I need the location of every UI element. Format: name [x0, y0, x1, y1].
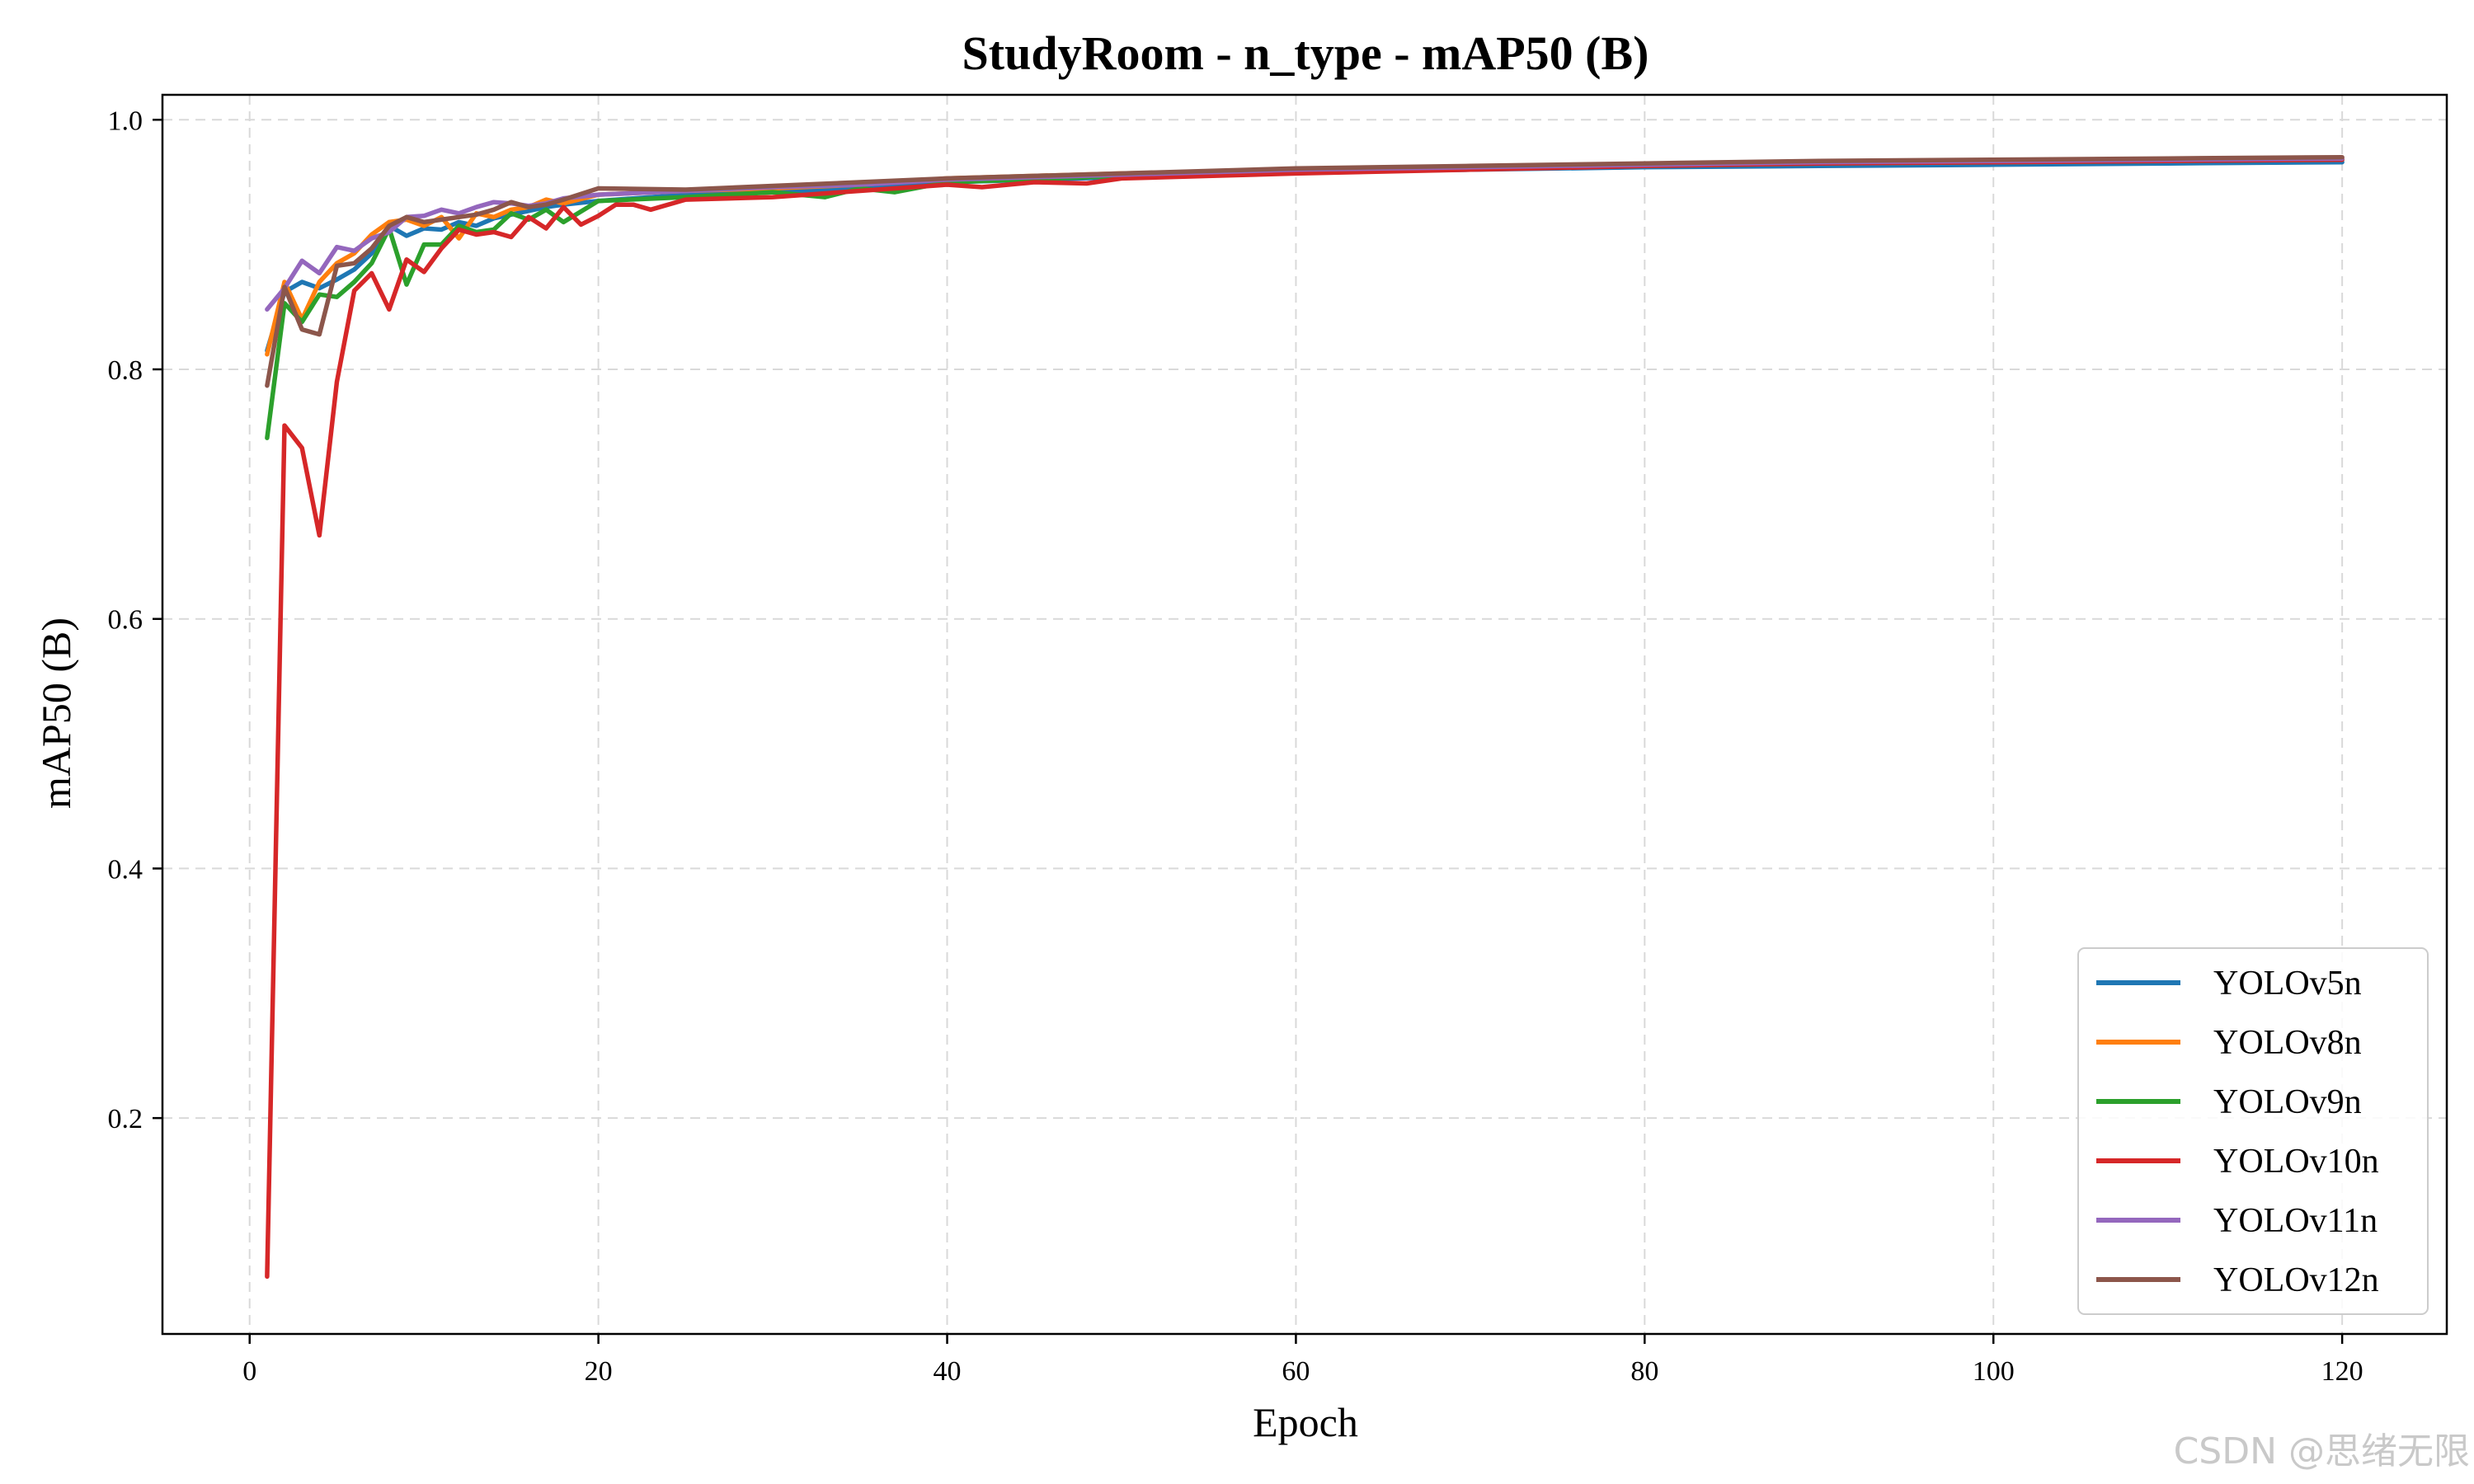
series-line-yolov11n	[265, 156, 2345, 312]
legend: YOLOv5n YOLOv8n YOLOv9n YOLOv10n YOLOv11n YOL…	[2077, 947, 2429, 1315]
y-tick-label: 0.4	[108, 854, 143, 885]
series-lines	[265, 154, 2345, 1280]
legend-box	[2077, 947, 2429, 1315]
y-axis-label: mAP50 (B)	[33, 618, 79, 809]
x-tick-label: 0	[242, 1356, 256, 1387]
series-line-yolov5n	[265, 159, 2345, 354]
watermark: CSDN @思绪无限	[2174, 1430, 2470, 1472]
grid-lines	[162, 95, 2447, 1334]
legend-label-yolov10n: YOLOv10n	[2213, 1143, 2379, 1181]
legend-label-yolov5n: YOLOv5n	[2213, 965, 2362, 1003]
x-tick-label: 80	[1630, 1356, 1658, 1387]
axis-ticks: 0 20 40 60 80 100 120 0.2 0.4 0.6 0.8 1.0	[108, 106, 2363, 1387]
x-tick-label: 40	[934, 1356, 962, 1387]
series-line-yolov12n	[265, 154, 2345, 388]
legend-label-yolov8n: YOLOv8n	[2213, 1024, 2362, 1062]
chart-title: StudyRoom - n_type - mAP50 (B)	[962, 26, 1649, 80]
x-tick-label: 120	[2321, 1356, 2363, 1387]
series-line-yolov10n	[265, 157, 2345, 1280]
legend-label-yolov9n: YOLOv9n	[2213, 1083, 2362, 1121]
legend-label-yolov12n: YOLOv12n	[2213, 1261, 2379, 1299]
x-tick-label: 20	[585, 1356, 613, 1387]
x-tick-label: 100	[1973, 1356, 2015, 1387]
x-tick-label: 60	[1282, 1356, 1310, 1387]
y-tick-label: 1.0	[108, 106, 143, 136]
y-tick-label: 0.8	[108, 355, 143, 386]
plot-frame	[161, 93, 2448, 1336]
y-tick-label: 0.6	[108, 605, 143, 636]
legend-label-yolov11n: YOLOv11n	[2213, 1202, 2378, 1240]
y-tick-label: 0.2	[108, 1104, 143, 1134]
x-axis-label: Epoch	[1253, 1399, 1358, 1445]
series-line-yolov8n	[265, 156, 2345, 357]
